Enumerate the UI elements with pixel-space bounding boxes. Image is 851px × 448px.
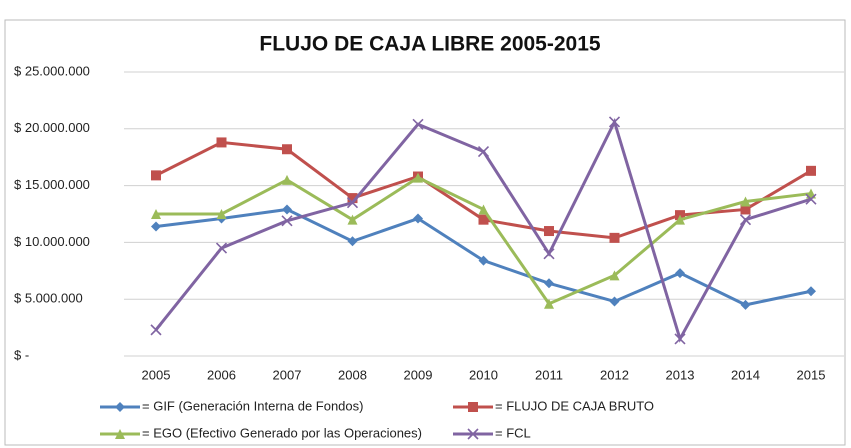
legend-label: = EGO (Efectivo Generado por las Operaci…: [142, 425, 422, 440]
point: [282, 174, 292, 185]
chart-title: FLUJO DE CAJA LIBRE 2005-2015: [259, 33, 600, 56]
point: [151, 209, 161, 219]
y-tick-label: $ 5.000.000: [14, 291, 83, 306]
point: [675, 268, 685, 279]
y-tick-label: $ 25.000.000: [14, 63, 90, 78]
x-tick-label: 2005: [142, 367, 171, 382]
point: [412, 118, 424, 130]
legend-marker: [115, 429, 125, 439]
chart-border: [4, 19, 846, 446]
point: [347, 236, 358, 247]
point: [544, 298, 554, 309]
point: [150, 324, 162, 336]
x-tick-label: 2007: [273, 367, 302, 382]
legend-marker: [115, 402, 125, 412]
point: [215, 242, 228, 254]
point: [543, 248, 555, 260]
point: [609, 270, 620, 281]
point: [739, 214, 752, 226]
point: [347, 214, 358, 225]
point: [805, 193, 817, 205]
x-tick-label: 2015: [797, 367, 826, 382]
legend-marker: [467, 428, 479, 440]
x-tick-label: 2006: [207, 367, 236, 382]
point: [478, 255, 489, 266]
legend-label: = FLUJO DE CAJA BRUTO: [495, 398, 654, 413]
point: [609, 232, 620, 243]
point: [806, 165, 816, 176]
y-tick-label: $ -: [14, 347, 29, 362]
point: [740, 196, 751, 207]
point: [675, 214, 685, 225]
point: [478, 204, 489, 215]
legend-marker: [468, 402, 478, 412]
point: [544, 278, 554, 289]
point: [609, 296, 620, 307]
y-tick-label: $ 15.000.000: [14, 177, 90, 192]
point: [151, 221, 161, 232]
x-tick-label: 2014: [731, 367, 760, 382]
point: [674, 333, 686, 345]
point: [413, 213, 423, 224]
point: [282, 144, 292, 155]
x-tick-label: 2013: [666, 367, 695, 382]
point: [216, 209, 227, 219]
y-tick-label: $ 10.000.000: [14, 234, 90, 249]
point: [347, 193, 358, 204]
x-tick-label: 2008: [338, 367, 367, 382]
legend-label: = GIF (Generación Interna de Fondos): [142, 398, 363, 413]
x-tick-label: 2009: [404, 367, 433, 382]
point: [346, 197, 359, 209]
point: [282, 204, 292, 215]
point: [740, 204, 751, 215]
point: [477, 145, 490, 158]
point: [608, 116, 621, 128]
point: [478, 214, 489, 225]
point: [151, 170, 161, 181]
x-tick-label: 2010: [469, 367, 498, 382]
x-tick-label: 2011: [535, 367, 563, 382]
x-tick-label: 2012: [600, 367, 629, 382]
point: [544, 226, 554, 237]
point: [281, 215, 293, 227]
point: [740, 299, 751, 310]
y-tick-label: $ 20.000.000: [14, 120, 90, 135]
point: [216, 137, 227, 148]
point: [806, 286, 816, 297]
legend-label: = FCL: [495, 425, 531, 440]
point: [413, 172, 423, 183]
